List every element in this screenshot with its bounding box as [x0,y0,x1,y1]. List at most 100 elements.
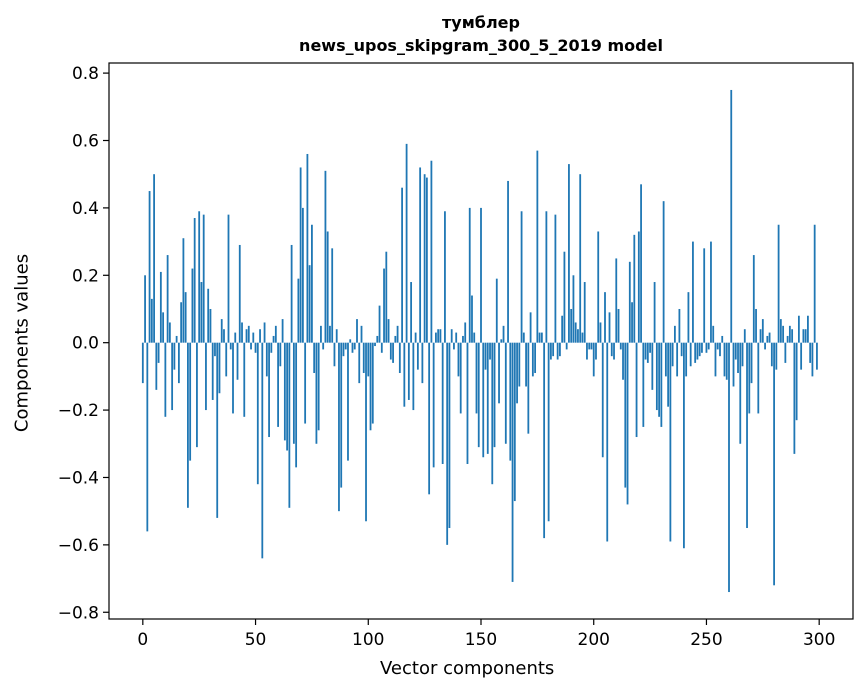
bar [331,248,334,343]
bar [619,342,622,350]
bar [525,342,527,387]
bar [216,342,219,518]
bar [649,342,651,353]
bar [626,342,629,505]
bar [396,325,399,343]
y-tick-label: 0.2 [72,266,99,286]
bar [416,342,419,370]
y-tick-label: −0.6 [58,536,99,556]
bar [371,342,374,424]
bar [728,342,730,593]
bar [259,329,261,343]
bar [322,342,325,350]
bar [229,342,232,350]
bar [554,214,557,343]
bar [256,342,259,485]
bar [313,342,316,374]
bar [401,187,403,343]
bar [509,342,512,461]
bar [308,265,311,343]
bar [536,150,539,343]
bar [631,302,633,343]
bar [462,335,464,343]
bar [295,342,298,468]
bar [428,342,431,495]
bar [175,335,178,343]
bar [777,224,780,343]
bar [545,211,548,343]
bar [338,342,340,512]
bar [270,342,273,353]
bar [225,342,228,377]
bar [768,332,771,343]
bar [450,329,453,343]
bar [504,342,507,444]
x-tick-label: 200 [578,630,610,650]
bar [144,275,146,343]
y-tick-label: 0.8 [72,64,99,84]
bar [423,174,426,343]
bar [387,319,390,343]
bar [283,342,286,441]
bar [279,342,282,367]
bar [714,342,717,377]
bar [317,342,320,431]
bar [180,302,183,343]
bar [200,282,203,343]
bar [347,342,349,461]
bar [500,339,503,343]
bar [610,342,613,357]
bar [757,342,760,414]
bar [559,342,561,357]
bar [676,342,679,377]
bar [511,342,514,582]
bar [349,339,352,343]
bar [232,342,234,414]
bar [234,332,237,343]
bar [247,325,250,343]
bar [340,342,343,488]
bar [549,342,552,360]
bar [694,342,697,363]
bar [498,342,500,404]
bar [543,342,546,539]
bar [588,342,591,350]
bar [637,231,640,343]
bar [141,342,144,384]
bar [797,315,800,343]
bar [272,335,275,343]
bar [205,342,207,411]
bar [356,319,358,343]
bar [369,342,372,431]
bar [209,308,212,343]
bar [482,342,485,458]
bar [743,329,746,343]
bar [667,342,670,407]
bar [597,231,600,343]
bar [306,153,309,343]
bar [297,278,300,343]
bar [513,342,516,502]
bar [635,342,638,438]
bar [410,282,413,343]
bar [800,342,803,370]
bar [583,282,586,343]
bar [628,261,631,343]
x-tick-label: 250 [690,630,722,650]
bar [290,244,293,343]
bar [191,268,194,343]
bar [380,342,383,353]
bar [252,332,255,343]
bar [484,342,487,370]
bar [198,211,201,343]
bar [651,342,654,390]
bar [403,342,406,407]
bar [685,342,688,377]
bar [601,342,604,458]
bar [367,342,370,377]
bar [421,342,424,384]
bar [624,342,627,488]
bar [162,312,165,343]
bar [615,258,618,343]
bar [444,211,446,343]
